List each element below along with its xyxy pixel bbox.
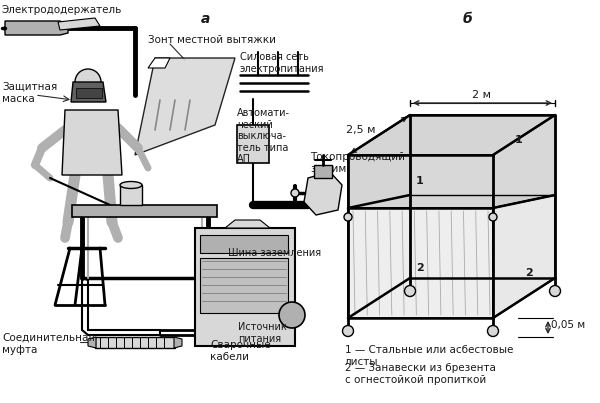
Text: 1: 1: [515, 135, 523, 145]
Circle shape: [404, 285, 415, 297]
Text: 2,5 м: 2,5 м: [346, 125, 376, 135]
Polygon shape: [348, 155, 493, 208]
Polygon shape: [225, 220, 270, 228]
Polygon shape: [348, 208, 493, 318]
Circle shape: [489, 213, 497, 221]
Text: Силовая сеть
электропитания: Силовая сеть электропитания: [240, 52, 325, 74]
Circle shape: [75, 69, 101, 95]
Circle shape: [279, 302, 305, 328]
Polygon shape: [348, 115, 555, 155]
Text: 1: 1: [416, 176, 424, 186]
Bar: [76, 88, 102, 98]
Text: Соединительная
муфта: Соединительная муфта: [2, 333, 95, 355]
Circle shape: [344, 213, 352, 221]
Polygon shape: [5, 21, 68, 35]
Text: Шина заземления: Шина заземления: [228, 248, 321, 258]
Bar: [314, 165, 332, 178]
Text: 1 — Стальные или асбестовые
листы: 1 — Стальные или асбестовые листы: [345, 345, 514, 367]
Polygon shape: [493, 115, 555, 208]
Text: 2: 2: [416, 263, 424, 273]
Bar: [237, 125, 269, 163]
Polygon shape: [88, 337, 96, 348]
Text: Автомати-
ческий
выключа-
тель типа
АП: Автомати- ческий выключа- тель типа АП: [237, 108, 290, 164]
Circle shape: [487, 326, 499, 337]
Circle shape: [343, 326, 353, 337]
Bar: [195, 228, 295, 346]
Text: Защитная
маска: Защитная маска: [2, 82, 57, 104]
Polygon shape: [493, 195, 555, 318]
Polygon shape: [148, 58, 170, 68]
Polygon shape: [304, 172, 342, 215]
Polygon shape: [95, 337, 175, 348]
Polygon shape: [71, 82, 106, 102]
Text: Сварочные
кабели: Сварочные кабели: [210, 340, 271, 361]
Polygon shape: [174, 337, 182, 348]
Polygon shape: [135, 58, 235, 155]
Circle shape: [291, 189, 299, 197]
Text: б: б: [463, 12, 473, 26]
Polygon shape: [62, 110, 122, 175]
Text: 0,05 м: 0,05 м: [551, 320, 585, 330]
Bar: [200, 258, 288, 313]
Polygon shape: [58, 18, 100, 30]
Bar: [200, 235, 288, 253]
Text: 2 — Занавески из брезента
с огнестойкой пропиткой: 2 — Занавески из брезента с огнестойкой …: [345, 363, 496, 384]
Text: а: а: [200, 12, 209, 26]
Bar: [120, 185, 142, 205]
Circle shape: [550, 285, 560, 297]
Text: Источник
питания: Источник питания: [238, 322, 287, 344]
Text: 2: 2: [525, 268, 533, 278]
Text: Зонт местной вытяжки: Зонт местной вытяжки: [148, 35, 276, 45]
Text: Токопроводящий
зажим: Токопроводящий зажим: [310, 152, 405, 174]
Bar: [72, 205, 217, 217]
Ellipse shape: [120, 181, 142, 189]
Text: 2 м: 2 м: [473, 90, 491, 100]
Polygon shape: [410, 115, 555, 195]
Text: Электрододержатель: Электрододержатель: [2, 5, 122, 15]
